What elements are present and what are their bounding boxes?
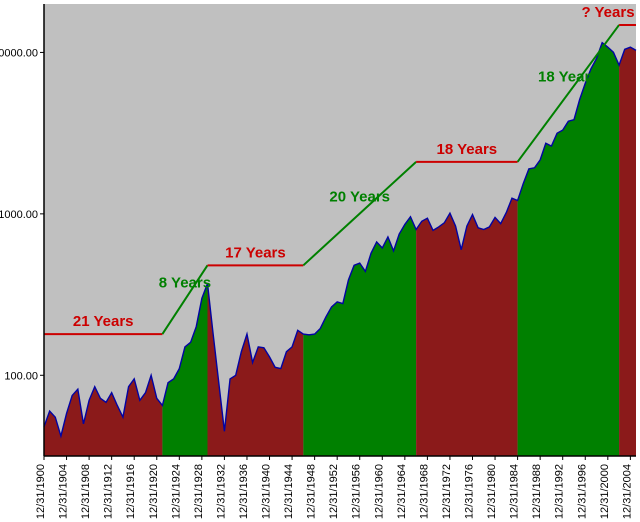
x-tick-label: 12/31/2000 (599, 464, 611, 519)
region-6 (619, 47, 636, 456)
x-tick-label: 12/31/1964 (396, 464, 408, 519)
x-tick-label: 12/31/2004 (621, 464, 633, 519)
x-tick-label: 12/31/1920 (148, 464, 160, 519)
x-tick-label: 12/31/1916 (125, 464, 137, 519)
y-tick-label: 0000.00 (0, 47, 38, 59)
x-tick-label: 12/31/1948 (306, 464, 318, 519)
x-tick-label: 12/31/1972 (441, 464, 453, 519)
period-label-2: 17 Years (225, 244, 286, 261)
stock-cycles-chart: 21 Years 8 Years 17 Years 20 Years 18 Years 1… (0, 0, 640, 522)
region-4 (416, 198, 517, 456)
x-tick-label: 12/31/1940 (261, 464, 273, 519)
x-tick-label: 12/31/1936 (238, 464, 250, 519)
period-label-4: 18 Years (437, 141, 498, 158)
x-tick-label: 12/31/1928 (193, 464, 205, 519)
x-tick-label: 12/31/1944 (283, 464, 295, 519)
x-tick-label: 12/31/1996 (576, 464, 588, 519)
period-label-1: 8 Years (159, 275, 211, 292)
x-tick-label: 12/31/1968 (418, 464, 430, 519)
period-label-6: ? Years (581, 4, 634, 21)
x-tick-label: 12/31/1900 (35, 464, 47, 519)
x-tick-label: 12/31/1960 (373, 464, 385, 519)
y-tick-label: 1000.00 (0, 209, 38, 221)
x-tick-label: 12/31/1976 (463, 464, 475, 519)
period-label-5: 18 Years (538, 68, 599, 85)
x-tick-label: 12/31/1988 (531, 464, 543, 519)
x-tick-label: 12/31/1908 (80, 464, 92, 519)
y-tick-label: 100.00 (4, 370, 38, 382)
x-tick-label: 12/31/1956 (351, 464, 363, 519)
x-tick-label: 12/31/1984 (509, 464, 521, 519)
x-tick-label: 12/31/1952 (328, 464, 340, 519)
x-tick-label: 12/31/1924 (170, 464, 182, 519)
x-tick-label: 12/31/1992 (554, 464, 566, 519)
x-tick-label: 12/31/1932 (215, 464, 227, 519)
x-tick-label: 12/31/1912 (103, 464, 115, 519)
period-label-3: 20 Years (329, 189, 390, 206)
x-tick-label: 12/31/1980 (486, 464, 498, 519)
period-label-0: 21 Years (73, 313, 134, 330)
x-tick-label: 12/31/1904 (58, 464, 70, 519)
